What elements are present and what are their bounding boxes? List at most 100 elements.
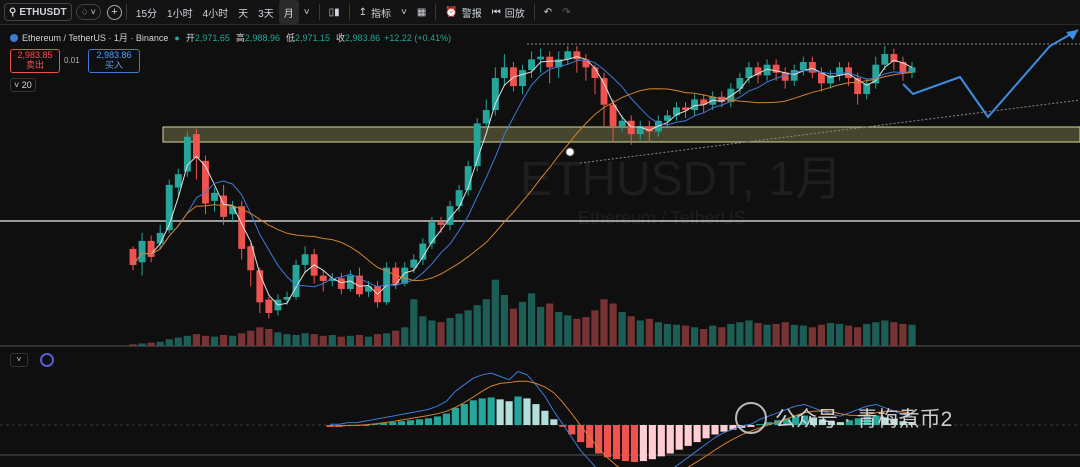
interval-dropdown-icon[interactable]: ˅	[303, 6, 310, 18]
volume-bar	[908, 324, 916, 346]
volume-bar	[745, 320, 753, 346]
volume-bar	[509, 308, 518, 346]
macd-histogram-bar	[711, 425, 719, 435]
interval-1M[interactable]: 月	[278, 0, 299, 24]
volume-bar	[364, 336, 373, 346]
candle-body	[346, 275, 354, 289]
interval-3d[interactable]: 3天	[258, 8, 274, 20]
ethereum-icon	[10, 33, 18, 42]
candle-body	[328, 278, 336, 281]
symbol-search[interactable]: ⚲ ETHUSDT	[4, 3, 72, 21]
undo-icon[interactable]: ↶	[543, 6, 553, 18]
macd-histogram-bar	[487, 397, 495, 425]
volume-bar	[826, 323, 835, 346]
volume-bar	[310, 334, 318, 346]
interval-4h[interactable]: 4小时	[202, 8, 229, 20]
candle-body	[790, 70, 798, 81]
buy-label: 买入	[104, 60, 123, 70]
volume-bar	[890, 322, 898, 346]
candle-body	[428, 222, 436, 244]
candle-body	[129, 248, 137, 265]
macd-histogram-bar	[532, 404, 540, 425]
macd-histogram-bar	[550, 419, 558, 425]
alert-button[interactable]: ⏰ 警报	[440, 0, 486, 24]
replay-button[interactable]: ⏮ 回放	[487, 0, 530, 24]
sell-button[interactable]: 2,983.85 卖出	[10, 49, 60, 73]
candle-body	[192, 134, 200, 159]
macd-histogram-bar	[827, 421, 835, 425]
volume-bar	[383, 333, 391, 346]
macd-histogram-bar	[908, 422, 916, 425]
macd-histogram-bar	[407, 420, 415, 425]
macd-line	[330, 370, 913, 467]
volume-bar	[573, 318, 581, 346]
volume-bar	[437, 322, 445, 346]
volume-bar	[265, 329, 273, 346]
indicators-button[interactable]: ↥ 指标	[354, 0, 396, 24]
volume-bar	[899, 323, 907, 346]
candle-body	[890, 54, 898, 63]
candle-body	[500, 67, 508, 79]
add-symbol-button[interactable]: +	[106, 4, 122, 20]
macd-histogram-bar	[460, 404, 468, 425]
volume-bar	[238, 333, 246, 346]
ma-mid-line	[132, 59, 913, 288]
volume-bar	[736, 322, 744, 346]
volume-bar	[446, 317, 454, 346]
candle-body	[482, 110, 490, 124]
candle-body	[528, 59, 536, 71]
candle-body	[356, 275, 363, 295]
candle-body	[301, 254, 309, 265]
layout-grid-icon[interactable]: ▦	[416, 6, 427, 18]
macd-histogram-bar	[630, 425, 639, 463]
macd-histogram-bar	[648, 425, 656, 460]
volume-bar	[256, 327, 264, 346]
volume-bar	[709, 325, 717, 346]
volume-bar	[727, 323, 735, 346]
volume-bar	[672, 324, 681, 346]
volume-bar	[681, 325, 690, 346]
diamond-icon: ♢	[80, 6, 89, 17]
open-value: 2,971.65	[194, 32, 230, 43]
macd-collapse-button[interactable]: ˅	[10, 353, 28, 367]
candle-body	[247, 246, 255, 271]
volume-bar	[609, 303, 617, 346]
symbol-label: ETHUSDT	[19, 6, 67, 18]
macd-histogram-bar	[792, 416, 800, 425]
macd-histogram-bar	[657, 425, 665, 457]
legend-status-dot: ●	[174, 32, 180, 43]
macd-histogram-bar	[800, 415, 809, 425]
volume-bar	[301, 333, 309, 346]
volume-bar	[808, 327, 816, 346]
candle-body	[401, 267, 409, 284]
volume-bar	[165, 339, 173, 346]
volume-bar	[690, 327, 699, 346]
macd-settings-icon[interactable]	[40, 353, 54, 367]
chevron-down-icon: ˅	[14, 80, 20, 90]
volume-bar	[654, 322, 662, 346]
candle-body	[817, 72, 825, 84]
candle-body	[147, 240, 155, 257]
volume-bar	[174, 337, 182, 346]
interval-1d[interactable]: 天	[238, 8, 249, 20]
spread-value: 0.01	[64, 56, 80, 65]
volume-bar	[201, 335, 210, 346]
volume-bar	[591, 310, 599, 346]
ma-period: 20	[21, 80, 32, 90]
interval-1h[interactable]: 1小时	[167, 8, 193, 20]
volume-bar	[564, 315, 572, 346]
redo-icon[interactable]: ↷	[562, 6, 571, 18]
macd-histogram-bar	[684, 425, 692, 446]
interval-15m[interactable]: 15分	[135, 8, 158, 20]
macd-histogram-bar	[612, 425, 621, 460]
buy-button[interactable]: 2,983.86 买入	[88, 49, 140, 73]
volume-bar	[618, 312, 626, 346]
chart-legend: Ethereum / TetherUS · 1月 · Binance ● 开 2,…	[10, 31, 451, 44]
macd-histogram-bar	[639, 425, 647, 462]
volume-bar	[473, 305, 481, 346]
indicators-dropdown-icon[interactable]: ˅	[400, 6, 407, 18]
candle-type-icon[interactable]: ▯▮	[328, 6, 340, 18]
compare-dropdown[interactable]: ♢ ˅	[75, 4, 101, 20]
indicator-toggle[interactable]: ˅ 20	[10, 78, 36, 92]
